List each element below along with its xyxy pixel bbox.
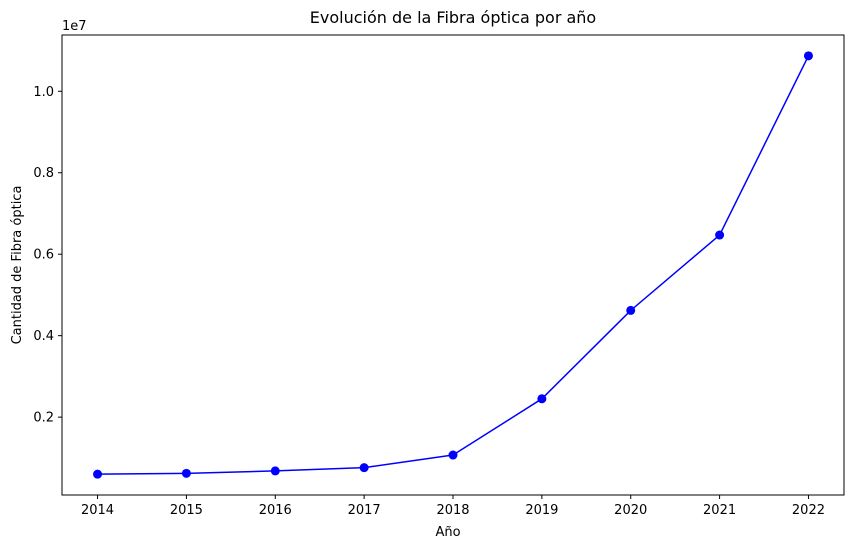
y-tick-label: 0.6 [33,248,54,263]
x-tick-label: 2014 [81,503,114,518]
y-tick-label: 1.0 [33,85,54,100]
data-point [359,463,369,473]
data-point [448,450,458,460]
data-point [270,466,280,476]
series-line [97,55,810,475]
plot-frame [61,34,845,496]
y-tick-label: 0.4 [33,329,54,344]
data-point [93,469,103,479]
data-point [626,305,636,315]
y-axis-label: Cantidad de Fibra óptica [10,186,25,345]
data-point [715,230,725,240]
data-point [803,51,813,61]
y-axis-offset-label: 1e7 [62,19,87,34]
x-tick-label: 2015 [170,503,203,518]
data-point [181,468,191,478]
x-tick-label: 2021 [703,503,736,518]
x-tick-label: 2016 [259,503,292,518]
x-tick-label: 2020 [614,503,647,518]
x-tick-label: 2018 [436,503,469,518]
x-tick-label: 2019 [525,503,558,518]
x-tick-label: 2017 [348,503,381,518]
x-tick-label: 2022 [792,503,825,518]
y-tick-label: 0.2 [33,411,54,426]
data-point [537,394,547,404]
y-tick-label: 0.8 [33,166,54,181]
plot-area: 2014 2015 2016 2017 2018 2019 2020 2021 2022 0.2 0… [33,51,825,518]
x-axis-label: Año [435,525,460,540]
chart-title: Evolución de la Fibra óptica por año [310,8,596,27]
